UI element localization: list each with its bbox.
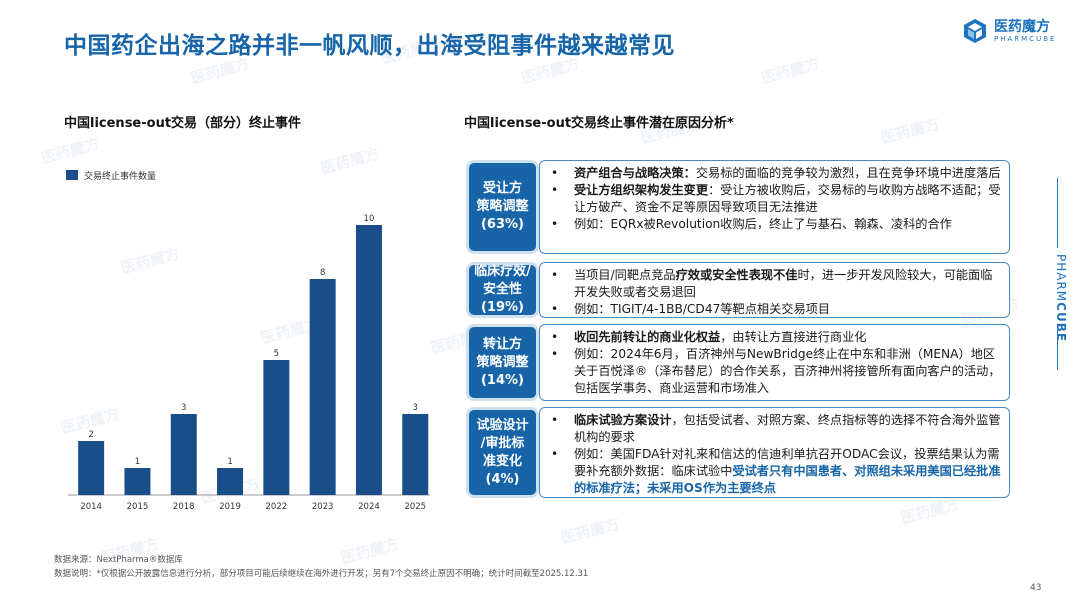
legend-label: 交易终止事件数量 [84, 170, 156, 182]
reason-category-line: (19%) [481, 300, 524, 315]
side-divider-bottom [1057, 330, 1058, 370]
cube-logo-icon [964, 19, 986, 43]
reason-category-line: (4%) [485, 471, 520, 487]
reason-category: 转让方策略调整 (14%) [466, 324, 539, 401]
reason-category-line: 试验设计 [476, 417, 529, 433]
watermark-logo: 医药魔方 [878, 114, 942, 148]
reason-category-line: 受让方 [482, 181, 522, 196]
data-label-2025: 3 [413, 403, 418, 413]
reason-bullet: 例如：2024年6月，百济神州与NewBridge终止在中东和非洲（MENA）地… [548, 346, 1001, 397]
reason-row: 临床疗效/安全性 (19%) 当项目/同靶点竞品疗效或安全性表现不佳时，进一步开发风… [466, 262, 1010, 318]
watermark-logo: 医药魔方 [338, 534, 402, 568]
bar-2025 [402, 414, 429, 495]
tick-label-2022: 2022 [266, 502, 288, 512]
data-label-2022: 5 [274, 349, 279, 359]
reason-category-line: 转让方 [482, 336, 522, 352]
reason-bullet: 资产组合与战略决策：交易标的面临的竞争较为激烈，且在竞争环境中进度落后 [548, 165, 1001, 182]
tick-label-2019: 2019 [219, 502, 241, 512]
tick-label-2015: 2015 [127, 502, 149, 512]
reason-bullet: 当项目/同靶点竞品疗效或安全性表现不佳时，进一步开发风险较大，可能面临开发失败或… [548, 267, 1001, 301]
side-divider-top [1057, 178, 1058, 248]
reason-details: 当项目/同靶点竞品疗效或安全性表现不佳时，进一步开发风险较大，可能面临开发失败或… [539, 262, 1010, 318]
data-label-2018: 3 [181, 403, 186, 413]
logo-name: 医药魔方 [994, 18, 1050, 35]
data-note: 数据说明：*仅根据公开披露信息进行分析，部分项目可能后续继续在海外进行开发；另有… [54, 569, 589, 579]
reason-bullet: 例如：TIGIT/4-1BB/CD47等靶点相关交易项目 [548, 301, 1001, 318]
reason-category-line: 安全性 [482, 282, 522, 297]
reason-category-line: 准变化 [482, 453, 522, 469]
reason-bullet: 例如：EQRx被Revolution收购后，终止了与基石、翰森、凌科的合作 [548, 216, 1001, 233]
data-label-2019: 1 [227, 457, 232, 467]
termination-bar-chart: 交易终止事件数量 2 2014 1 2015 3 2018 1 2019 5 2022 8 2023 10… [66, 170, 430, 512]
reason-bullet: 收回先前转让的商业化权益，由转让方直接进行商业化 [548, 329, 1001, 346]
reason-category-line: 策略调整 [476, 354, 529, 370]
data-label-2023: 8 [320, 268, 325, 278]
reason-category-line: 策略调整 [476, 199, 529, 214]
reason-category-line: /审批标 [480, 435, 525, 451]
reason-category-line: 临床疗效/ [474, 264, 531, 279]
brand-logo: 医药魔方 PHARMCUBE [962, 18, 1056, 44]
watermark-logo: 医药魔方 [758, 54, 822, 88]
bar-2023 [309, 279, 336, 495]
reason-bullet: 临床试验方案设计，包括受试者、对照方案、终点指标等的选择不符合海外监管机构的要求 [548, 412, 1001, 446]
watermark-logo: 医药魔方 [558, 514, 622, 548]
logo-subname: PHARMCUBE [994, 34, 1057, 43]
data-label-2024: 10 [364, 214, 375, 224]
bar-2015 [124, 468, 151, 495]
data-source: 数据来源：NextPharma®数据库 [54, 555, 183, 565]
tick-label-2023: 2023 [312, 502, 334, 512]
data-label-2015: 1 [135, 457, 140, 467]
tick-label-2018: 2018 [173, 502, 195, 512]
page-number: 43 [1030, 583, 1042, 593]
reason-category-line: (63%) [480, 217, 524, 232]
bar-2022 [263, 360, 290, 495]
chart-subtitle: 中国license-out交易（部分）终止事件 [64, 116, 302, 131]
reason-bullet: 例如：美国FDA针对礼来和信达的信迪利单抗召开ODAC会议，投票结果认为需要补充… [548, 446, 1001, 497]
bar-2019 [217, 468, 244, 495]
reason-category: 受让方策略调整 (63%) [466, 160, 539, 254]
side-brand-text: PHARMCUBE [1054, 254, 1068, 343]
reason-category-line: (14%) [480, 372, 524, 388]
reason-category: 试验设计/审批标准变化 (4%) [466, 407, 539, 498]
bar-2014 [78, 441, 105, 495]
reason-details: 临床试验方案设计，包括受试者、对照方案、终点指标等的选择不符合海外监管机构的要求… [539, 407, 1010, 498]
reason-bullet: 受让方组织架构发生变更：受让方被收购后，交易标的与收购方战略不适配；受让方破产、… [548, 182, 1001, 216]
page-title: 中国药企出海之路并非一帆风顺，出海受阻事件越来越常见 [64, 33, 675, 59]
legend-swatch [66, 170, 78, 180]
tick-label-2014: 2014 [80, 502, 102, 512]
bar-2018 [170, 414, 197, 495]
tick-label-2024: 2024 [358, 502, 380, 512]
reason-details: 资产组合与战略决策：交易标的面临的竞争较为激烈，且在竞争环境中进度落后受让方组织… [539, 160, 1010, 254]
data-label-2014: 2 [88, 430, 93, 440]
analysis-subtitle: 中国license-out交易终止事件潜在原因分析* [464, 116, 734, 131]
tick-label-2025: 2025 [404, 502, 426, 512]
reason-details: 收回先前转让的商业化权益，由转让方直接进行商业化例如：2024年6月，百济神州与… [539, 324, 1010, 401]
bar-2024 [355, 225, 382, 495]
reason-category: 临床疗效/安全性 (19%) [466, 262, 539, 318]
